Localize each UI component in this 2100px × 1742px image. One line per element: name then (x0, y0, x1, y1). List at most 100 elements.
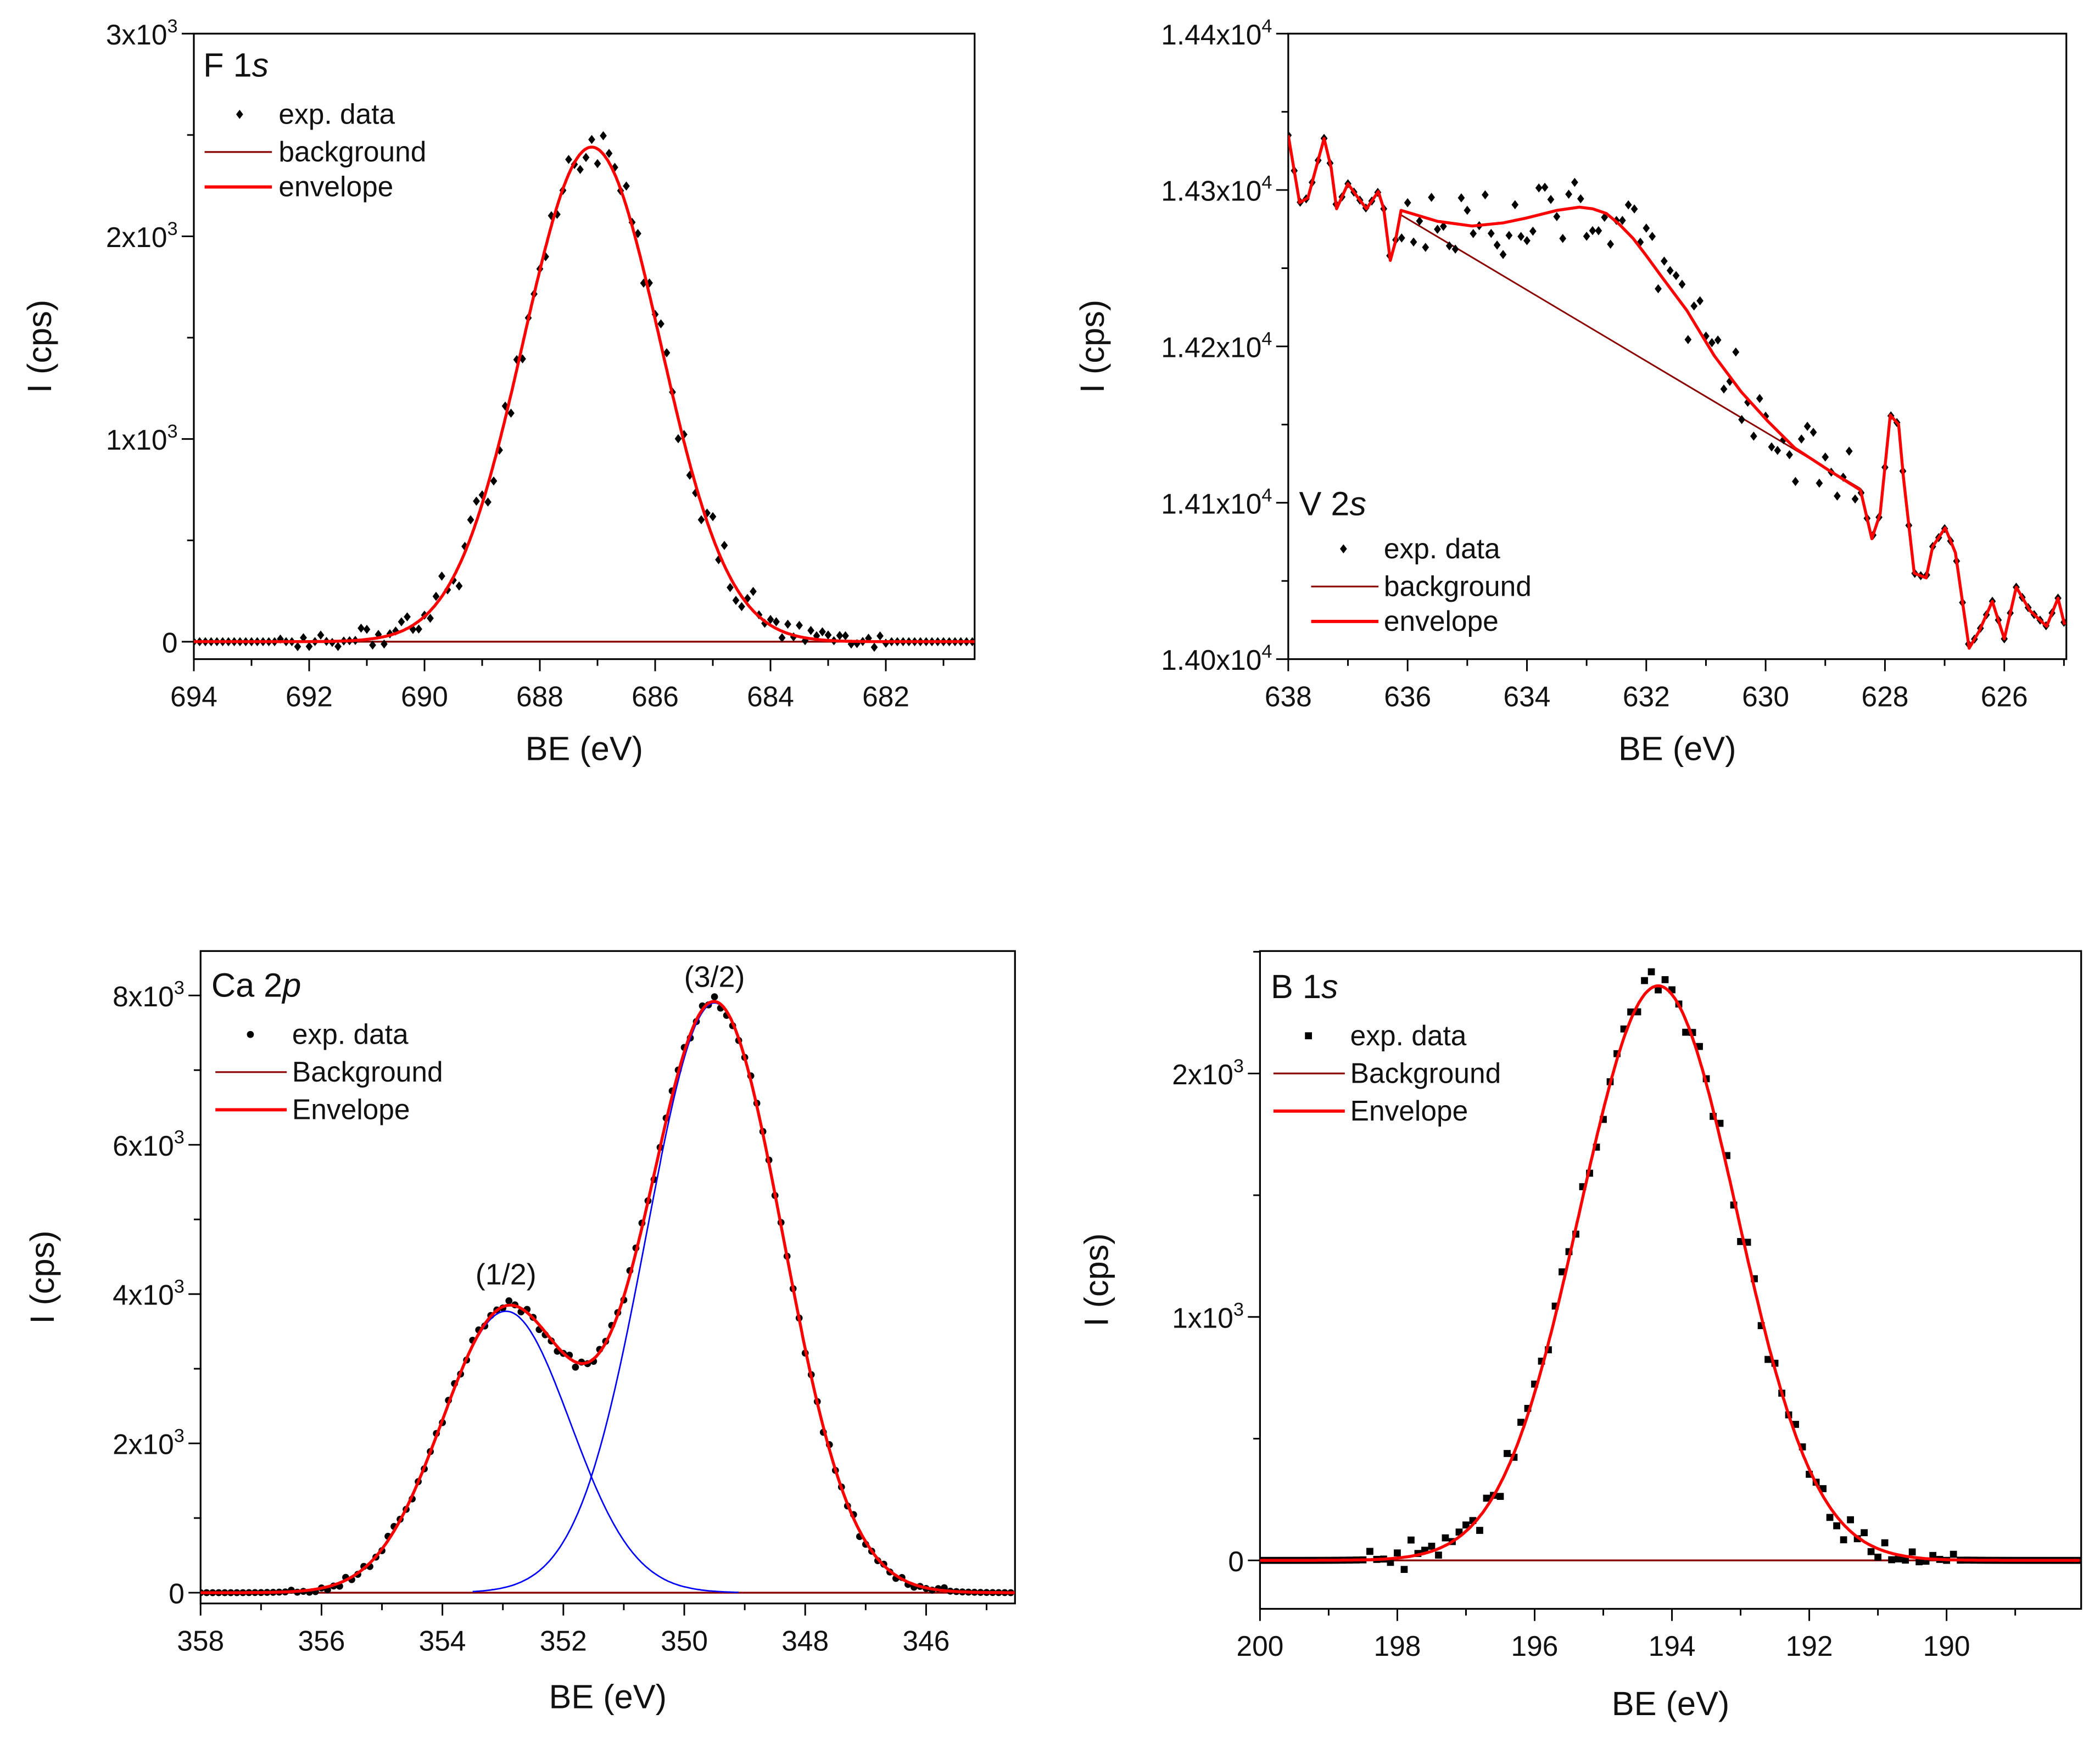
data-point (663, 348, 671, 357)
x-tick-label: 686 (632, 680, 679, 712)
data-point (505, 1297, 513, 1304)
data-point (358, 623, 365, 633)
x-axis-title: BE (eV) (526, 730, 643, 767)
data-point (1457, 193, 1465, 203)
data-point (1559, 1268, 1566, 1276)
data-point (398, 617, 405, 626)
data-point (623, 181, 630, 191)
data-point (415, 624, 422, 634)
data-point (1847, 1516, 1854, 1523)
data-point (1678, 279, 1686, 289)
envelope-line (200, 1000, 1015, 1594)
data-point (1792, 477, 1799, 486)
envelope-line (193, 145, 975, 643)
data-point (1851, 494, 1859, 504)
y-axis-title: I (cps) (24, 1230, 61, 1324)
data-point (842, 631, 849, 641)
data-point (1517, 232, 1524, 242)
data-point (1595, 226, 1602, 236)
data-point (478, 490, 486, 500)
data-point (484, 497, 492, 507)
data-point (807, 626, 814, 635)
data-point (1462, 1521, 1470, 1529)
data-point (565, 155, 572, 164)
data-point (1861, 1529, 1868, 1537)
data-point (588, 135, 595, 144)
data-point (1400, 1566, 1408, 1573)
peak-label: (1/2) (476, 1258, 537, 1291)
x-tick-label: 682 (862, 680, 909, 712)
x-tick-label: 694 (170, 680, 217, 712)
legend-label: Background (292, 1056, 443, 1088)
legend-label: envelope (278, 171, 393, 203)
data-point (554, 210, 561, 219)
data-point (305, 642, 313, 651)
data-point (1774, 446, 1781, 455)
data-point (674, 434, 682, 444)
y-tick-label: 4x103 (113, 1276, 185, 1311)
data-point (1482, 190, 1489, 200)
data-point (1888, 1556, 1895, 1564)
data-point (1553, 212, 1561, 221)
data-point (1624, 200, 1632, 210)
data-point (1840, 1536, 1847, 1544)
y-axis-title: I (cps) (21, 300, 58, 393)
data-point (1589, 226, 1596, 236)
data-point (1618, 216, 1626, 225)
legend-label: exp. data (1350, 1020, 1467, 1051)
panel-f1s: 694 692 690 688 686 684 682 0 1x103 2x103 3x103 BE … (21, 16, 976, 767)
data-point (1655, 986, 1662, 994)
x-tick-label: 630 (1742, 680, 1789, 712)
y-tick-label: 1.41x104 (1161, 485, 1272, 519)
x-tick-label: 352 (540, 1625, 587, 1656)
data-point (1464, 205, 1471, 215)
x-tick-label: 200 (1236, 1630, 1283, 1662)
data-point (732, 596, 740, 605)
data-point (1565, 189, 1572, 199)
x-tick-label: 690 (401, 680, 448, 712)
x-tick-label: 190 (1923, 1630, 1970, 1662)
data-point (824, 630, 832, 640)
data-point (1833, 1522, 1840, 1530)
y-tick-label: 1.42x104 (1161, 328, 1272, 363)
data-point (1404, 198, 1411, 208)
data-point (1732, 347, 1740, 357)
data-point (1541, 182, 1549, 192)
y-tick-label: 8x103 (113, 978, 185, 1012)
data-point (1816, 478, 1823, 488)
y-tick-label: 1x103 (1172, 1299, 1244, 1334)
plot-area (200, 993, 1015, 1597)
legend-label: exp. data (278, 98, 395, 130)
data-point (1571, 177, 1578, 187)
legend-marker-exp-data (247, 1030, 254, 1038)
data-point (1696, 1043, 1703, 1050)
plot-area (1260, 968, 2081, 1573)
data-point (1451, 244, 1459, 254)
data-point (709, 512, 717, 522)
data-point (1440, 221, 1447, 231)
data-point (1895, 1555, 1902, 1562)
data-point (490, 476, 498, 486)
panel-title: V 2s (1299, 485, 1366, 522)
y-tick-label: 1x103 (106, 421, 178, 456)
data-point (605, 149, 613, 158)
data-point (1511, 200, 1519, 210)
x-tick-label: 354 (419, 1625, 466, 1656)
data-point (1416, 216, 1423, 226)
legend-label: Envelope (1350, 1095, 1468, 1127)
data-point (600, 131, 607, 141)
x-tick-label: 638 (1265, 680, 1312, 712)
data-point (727, 582, 734, 592)
data-point (750, 586, 757, 596)
y-tick-label: 2x103 (113, 1426, 185, 1460)
data-point (1607, 239, 1614, 249)
data-point (1809, 428, 1817, 437)
data-point (1834, 491, 1841, 501)
data-point (1641, 977, 1648, 984)
data-point (1768, 442, 1775, 452)
legend: exp. data Background Envelope (1273, 1020, 1501, 1127)
data-point (1803, 422, 1811, 431)
data-point (1881, 1539, 1889, 1547)
data-point (1499, 250, 1507, 259)
data-point (467, 515, 474, 525)
